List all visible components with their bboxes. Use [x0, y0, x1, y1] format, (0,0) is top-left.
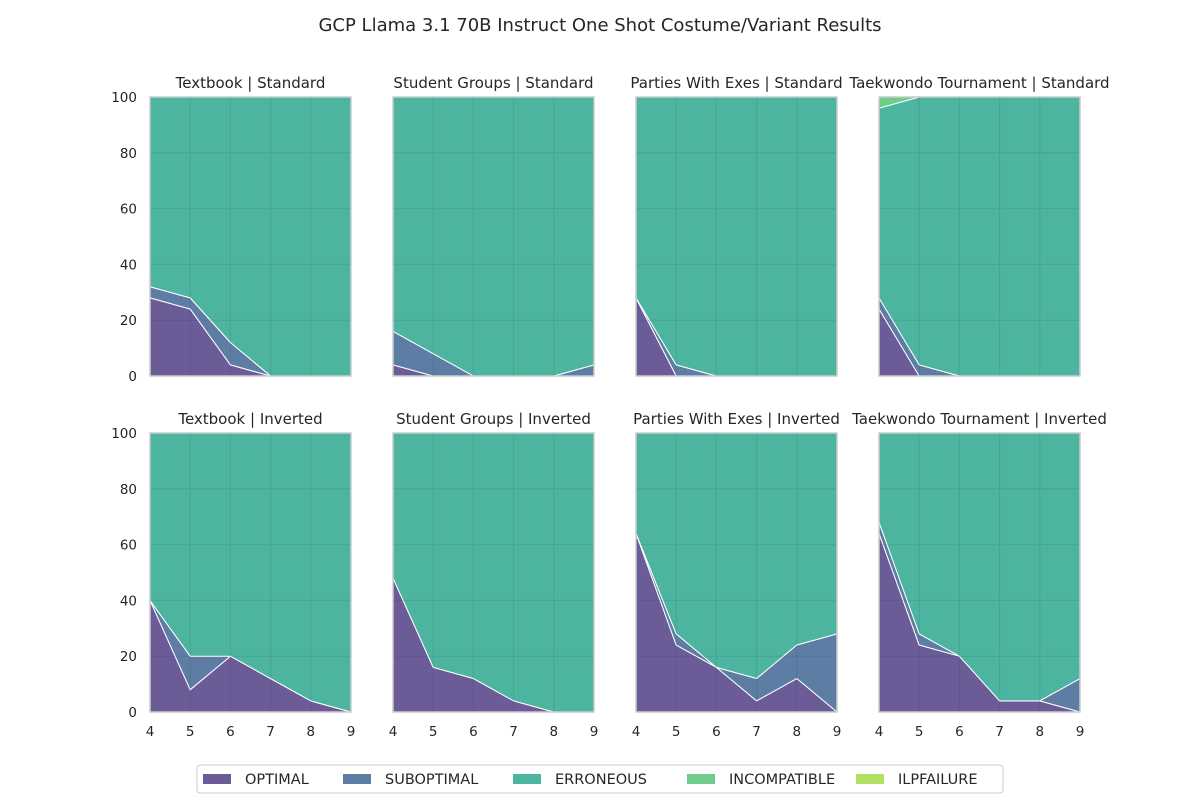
y-tick-label: 20: [120, 649, 137, 665]
legend-swatch-suboptimal: [343, 774, 371, 784]
legend-label-incompatible: INCOMPATIBLE: [729, 772, 835, 788]
plot-frame: [149, 96, 352, 377]
area-layers: [635, 96, 838, 377]
y-tick-label: 40: [120, 593, 137, 609]
legend-label-erroneous: ERRONEOUS: [555, 772, 647, 788]
area-layers: [149, 432, 352, 713]
area-erroneous: [635, 96, 838, 377]
panel-1: Textbook | Standard 0 20 40 60 80 100: [111, 74, 352, 385]
area-layers: [878, 432, 1081, 713]
y-tick-label: 60: [120, 538, 137, 554]
panel-title: Student Groups | Standard: [393, 74, 593, 92]
panel-title: Textbook | Standard: [175, 74, 326, 92]
legend-label-suboptimal: SUBOPTIMAL: [385, 772, 478, 788]
x-tick-label: 7: [752, 724, 761, 740]
plot-frame: [392, 96, 595, 377]
x-tick-label: 8: [1036, 724, 1045, 740]
x-tick-label: 6: [712, 724, 721, 740]
panel-3: Parties With Exes | Standard: [630, 74, 843, 377]
y-tick-label: 100: [111, 426, 137, 442]
plot-frame: [635, 96, 838, 377]
area-erroneous: [392, 96, 595, 377]
legend-label-ilpfailure: ILPFAILURE: [898, 772, 978, 788]
x-tick-label: 9: [1076, 724, 1085, 740]
x-tick-label: 8: [307, 724, 316, 740]
x-tick-label: 7: [995, 724, 1004, 740]
legend-label-optimal: OPTIMAL: [245, 772, 309, 788]
figure-title: GCP Llama 3.1 70B Instruct One Shot Cost…: [318, 15, 881, 36]
x-tick-label: 4: [146, 724, 155, 740]
legend-box: [196, 764, 1004, 794]
area-layers: [149, 96, 352, 377]
x-tick-label: 6: [955, 724, 964, 740]
x-tick-label: 7: [509, 724, 518, 740]
x-tick-label: 5: [915, 724, 924, 740]
panel-2: Student Groups | Standard: [392, 74, 595, 377]
x-tick-label: 4: [632, 724, 641, 740]
legend-swatch-optimal: [203, 774, 231, 784]
x-tick-label: 9: [833, 724, 842, 740]
y-tick-label: 0: [128, 369, 137, 385]
x-tick-label: 9: [590, 724, 599, 740]
area-layers: [878, 96, 1081, 377]
y-tick-label: 0: [128, 705, 137, 721]
panel-title: Textbook | Inverted: [177, 410, 322, 428]
plot-frame: [149, 432, 352, 713]
area-erroneous: [878, 96, 1081, 377]
panel-title: Taekwondo Tournament | Inverted: [851, 410, 1107, 428]
y-tick-label: 80: [120, 482, 137, 498]
legend-swatch-ilpfailure: [856, 774, 884, 784]
area-layers: [392, 432, 595, 713]
x-tick-label: 5: [186, 724, 195, 740]
y-tick-label: 20: [120, 313, 137, 329]
plot-frame: [878, 432, 1081, 713]
legend-swatch-erroneous: [513, 774, 541, 784]
panel-title: Student Groups | Inverted: [396, 410, 591, 428]
panel-7: Parties With Exes | Inverted 4 5 6 7 8 9: [632, 410, 842, 740]
panel-5: Textbook | Inverted 0 20 40 60 80 100 4 5 6 7 8 9: [111, 410, 355, 740]
x-tick-label: 6: [469, 724, 478, 740]
y-tick-label: 40: [120, 257, 137, 273]
plot-frame: [392, 432, 595, 713]
legend: OPTIMAL SUBOPTIMAL ERRONEOUS INCOMPATIBLE IL…: [196, 764, 1004, 794]
panel-title: Parties With Exes | Standard: [630, 74, 842, 92]
plot-frame: [878, 96, 1081, 377]
x-tick-label: 8: [793, 724, 802, 740]
panel-title: Taekwondo Tournament | Standard: [848, 74, 1109, 92]
x-tick-label: 6: [226, 724, 235, 740]
y-tick-label: 80: [120, 146, 137, 162]
x-tick-label: 5: [672, 724, 681, 740]
panel-6: Student Groups | Inverted 4 5 6 7 8 9: [389, 410, 599, 740]
x-tick-label: 9: [347, 724, 356, 740]
y-tick-label: 100: [111, 90, 137, 106]
x-tick-label: 8: [550, 724, 559, 740]
x-tick-label: 4: [389, 724, 398, 740]
plot-frame: [635, 432, 838, 713]
x-tick-label: 4: [875, 724, 884, 740]
panel-4: Taekwondo Tournament | Standard: [848, 74, 1110, 377]
panel-title: Parties With Exes | Inverted: [633, 410, 840, 428]
area-layers: [635, 432, 838, 713]
y-tick-label: 60: [120, 202, 137, 218]
legend-swatch-incompatible: [687, 774, 715, 784]
x-tick-label: 7: [266, 724, 275, 740]
panel-8: Taekwondo Tournament | Inverted 4 5 6 7 8 9: [851, 410, 1107, 740]
x-tick-label: 5: [429, 724, 438, 740]
area-layers: [392, 96, 595, 377]
